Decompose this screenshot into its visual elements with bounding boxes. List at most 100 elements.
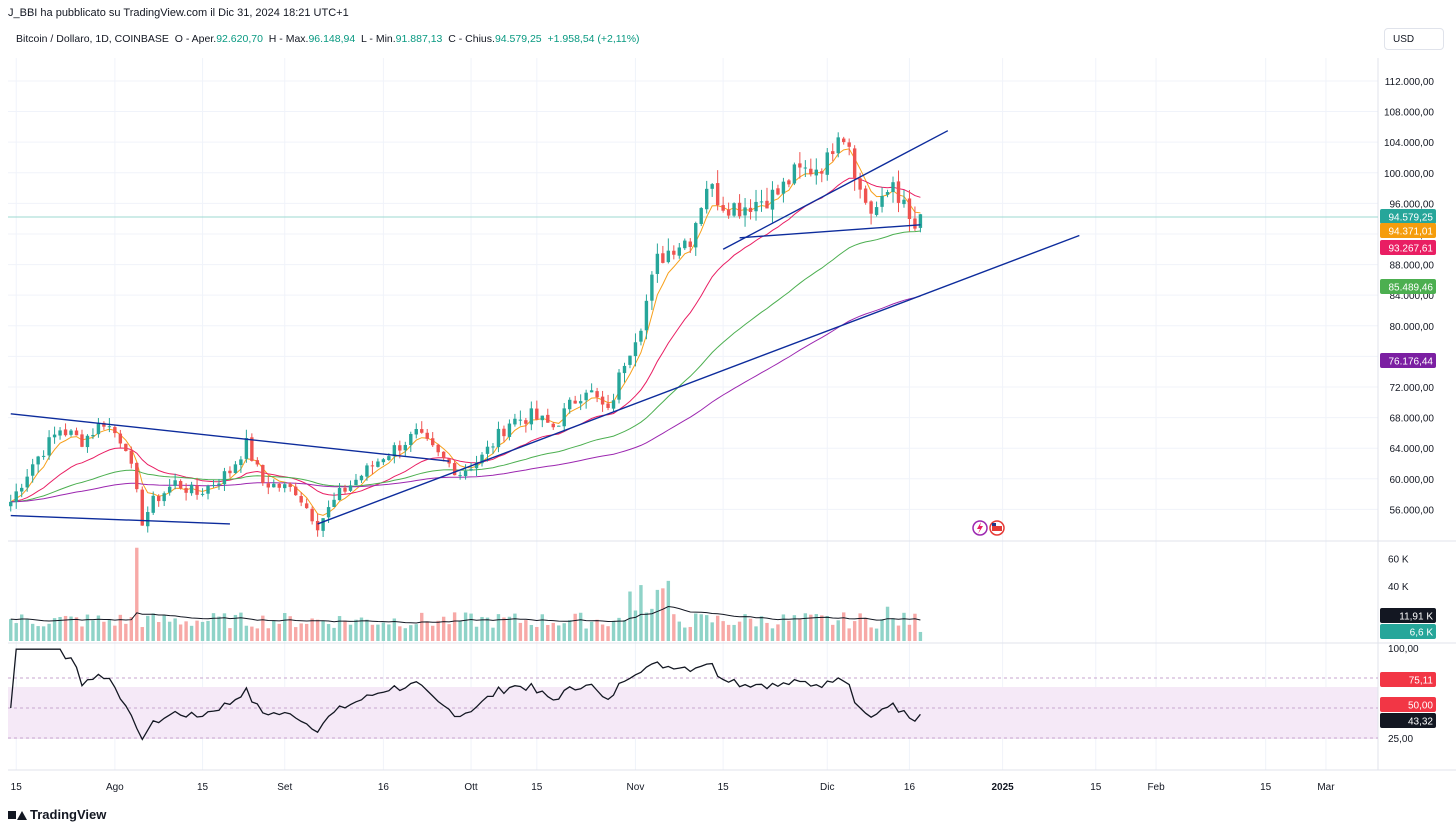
candle-body: [770, 189, 775, 210]
symbol-name[interactable]: Bitcoin / Dollaro, 1D, COINBASE: [16, 33, 169, 45]
candle-body: [496, 428, 501, 448]
flag-stripes-icon: [992, 526, 1002, 531]
volume-bar: [206, 620, 210, 641]
candle-body: [836, 137, 840, 154]
volume-bar: [184, 621, 188, 641]
candle-body: [502, 428, 506, 437]
time-tick-label: 15: [718, 782, 730, 793]
candle-body: [573, 400, 577, 404]
time-tick-label: 15: [1260, 782, 1272, 793]
volume-bar: [885, 606, 890, 641]
volume-bar: [25, 619, 29, 641]
price-tick-label: 60.000,00: [1390, 475, 1435, 486]
candle-body: [880, 195, 884, 207]
candle-body: [80, 434, 84, 447]
volume-bar: [326, 624, 331, 641]
candle-body: [622, 365, 627, 374]
candle-body: [129, 450, 133, 464]
candle-body: [244, 438, 249, 459]
published-note: J_BBI ha pubblicato su TradingView.com i…: [8, 7, 349, 19]
volume-bar: [167, 621, 172, 641]
volume-bar: [688, 626, 692, 641]
time-tick-label: Dic: [820, 782, 834, 793]
volume-bar: [776, 624, 780, 641]
price-tick-label: 88.000,00: [1390, 261, 1435, 272]
volume-bar: [902, 612, 906, 641]
candle-body: [107, 426, 112, 428]
candle-body: [518, 419, 523, 421]
volume-bar: [431, 625, 435, 641]
candle-body: [606, 403, 610, 408]
candle-body: [600, 396, 605, 405]
time-tick-label: 15: [1090, 782, 1102, 793]
volume-bar: [831, 624, 835, 641]
candle-body: [540, 415, 544, 421]
volume-bar: [578, 612, 583, 641]
volume-bar: [518, 622, 523, 641]
trendlines[interactable]: [10, 130, 1080, 525]
volume-bar: [907, 624, 912, 641]
currency-selector[interactable]: USD: [1384, 28, 1444, 50]
candle-body: [206, 485, 210, 494]
candle-body: [370, 465, 375, 467]
candle-body: [458, 475, 462, 477]
trendline[interactable]: [739, 224, 921, 239]
tradingview-logo-icon: [8, 809, 27, 821]
volume-ma-tag-bg: [1380, 608, 1436, 623]
candle-body: [146, 512, 150, 527]
open-label: O: [174, 33, 183, 45]
candle-body: [513, 418, 517, 425]
volume-bar: [759, 616, 764, 641]
volume-bar: [458, 620, 462, 641]
trendline[interactable]: [317, 234, 1080, 525]
candle-body: [376, 461, 380, 467]
candle-body: [321, 518, 325, 531]
time-tick-label: 16: [378, 782, 390, 793]
rsi-band: [8, 687, 1378, 739]
event-icons[interactable]: [972, 520, 1005, 536]
candle-body: [381, 459, 386, 463]
trendline[interactable]: [722, 130, 949, 250]
tradingview-brand[interactable]: TradingView: [8, 807, 106, 822]
volume-bar: [792, 615, 797, 641]
candle-body: [348, 485, 353, 491]
price-chart[interactable]: 56.000,00 60.000,00 64.000,00 68.000,00 72.0…: [0, 0, 1456, 800]
volume-bar: [272, 620, 276, 641]
volume-bar: [781, 614, 786, 641]
candle-body: [261, 464, 265, 484]
candle-body: [255, 460, 260, 465]
candle-body: [644, 300, 649, 331]
candle-body: [754, 201, 758, 212]
volume-bar: [80, 626, 84, 641]
rsi-upper-tag: 75,11: [1409, 676, 1434, 687]
candle-body: [715, 183, 720, 206]
volume-bar: [173, 618, 177, 641]
close-value: 94.579,25: [494, 33, 542, 45]
candle-body: [409, 433, 413, 446]
candle-body: [124, 443, 128, 452]
volume-bar: [765, 622, 769, 641]
volume-bar: [896, 625, 901, 641]
candle-body: [272, 483, 276, 488]
trendline[interactable]: [10, 514, 230, 525]
candle-body: [694, 223, 698, 248]
candle-body: [354, 479, 358, 486]
ema-value-tag: 93.267,61: [1389, 244, 1434, 255]
volume-bar: [47, 623, 51, 641]
candle-body: [277, 483, 281, 488]
candle-body: [847, 142, 851, 147]
rsi-tick-label: 25,00: [1388, 734, 1413, 745]
candle-body: [809, 168, 813, 175]
ema-line: [10, 177, 921, 503]
candle-body: [781, 181, 786, 194]
volume-bar: [436, 620, 440, 641]
time-tick-label: Ago: [106, 782, 124, 793]
ema-value-tag-bg: [1380, 279, 1436, 294]
candle-body: [820, 171, 824, 174]
volume-bar: [463, 612, 468, 641]
candle-body: [666, 250, 671, 263]
volume-bar: [124, 623, 128, 641]
candle-body: [480, 454, 484, 464]
volume-last-tag-bg: [1380, 624, 1436, 639]
trendline[interactable]: [10, 413, 450, 462]
